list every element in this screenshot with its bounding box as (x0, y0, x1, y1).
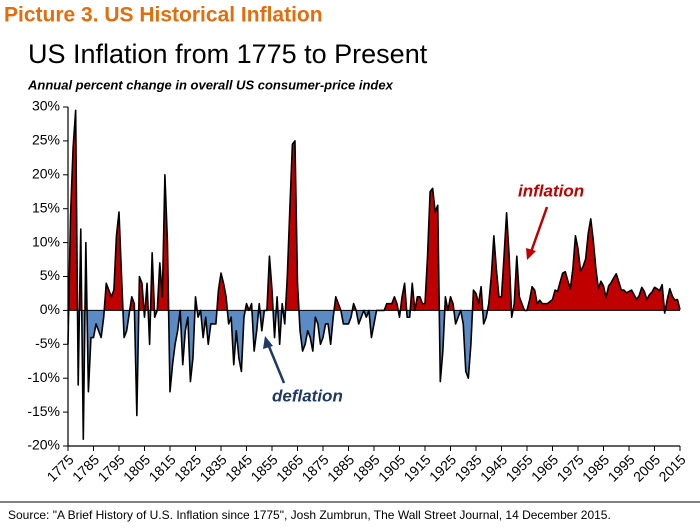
x-tick-label: 1785 (69, 451, 102, 484)
y-tick-label: -15% (27, 403, 60, 419)
x-tick-label: 2015 (655, 451, 688, 484)
x-tick-label: 1925 (426, 451, 459, 484)
chart-subtitle: Annual percent change in overall US cons… (27, 77, 394, 92)
x-tick-label: 1865 (273, 451, 306, 484)
x-tick-label: 1825 (171, 451, 204, 484)
y-tick-label: 0% (40, 301, 60, 317)
x-tick-label: 1945 (477, 451, 510, 484)
y-tick-label: -5% (35, 335, 60, 351)
y-tick-label: 10% (32, 233, 60, 249)
x-tick-label: 1965 (528, 451, 561, 484)
plot-area: -20%-15%-10%-5%0%5%10%15%20%25%30%177517… (27, 98, 689, 485)
x-tick-label: 1915 (400, 451, 433, 484)
y-tick-label: 5% (40, 267, 60, 283)
x-tick-label: 1975 (553, 451, 586, 484)
y-tick-label: 20% (32, 166, 60, 182)
annotation: inflation (518, 181, 584, 200)
x-tick-label: 1795 (94, 451, 127, 484)
y-tick-label: -10% (27, 369, 60, 385)
x-tick-label: 1835 (196, 451, 229, 484)
y-tick-label: 15% (32, 199, 60, 215)
x-tick-label: 1775 (43, 451, 76, 484)
x-tick-label: 1885 (324, 451, 357, 484)
source: Source: "A Brief History of U.S. Inflati… (8, 508, 611, 522)
x-tick-label: 1855 (247, 451, 280, 484)
chart-title: US Inflation from 1775 to Present (28, 39, 428, 69)
x-tick-label: 1995 (604, 451, 637, 484)
x-tick-label: 1905 (375, 451, 408, 484)
x-tick-label: 1845 (222, 451, 255, 484)
x-tick-label: 1895 (349, 451, 382, 484)
arrow (529, 206, 549, 253)
y-tick-label: 25% (32, 132, 60, 148)
y-tick-label: -20% (27, 437, 60, 453)
heading: Picture 3. US Historical Inflation (4, 4, 323, 27)
arrow-head (526, 248, 536, 260)
x-tick-label: 1805 (120, 451, 153, 484)
area-positive (68, 110, 680, 311)
annotation: deflation (272, 386, 343, 405)
arrow (266, 343, 286, 384)
arrow-head (263, 336, 273, 349)
x-tick-label: 1985 (579, 451, 612, 484)
line (67, 109, 681, 441)
y-tick-label: 30% (32, 98, 60, 114)
x-tick-label: 1935 (451, 451, 484, 484)
x-tick-label: 1955 (502, 451, 535, 484)
x-tick-label: 1815 (145, 451, 178, 484)
x-tick-label: 2005 (630, 451, 663, 484)
x-tick-label: 1875 (298, 451, 331, 484)
